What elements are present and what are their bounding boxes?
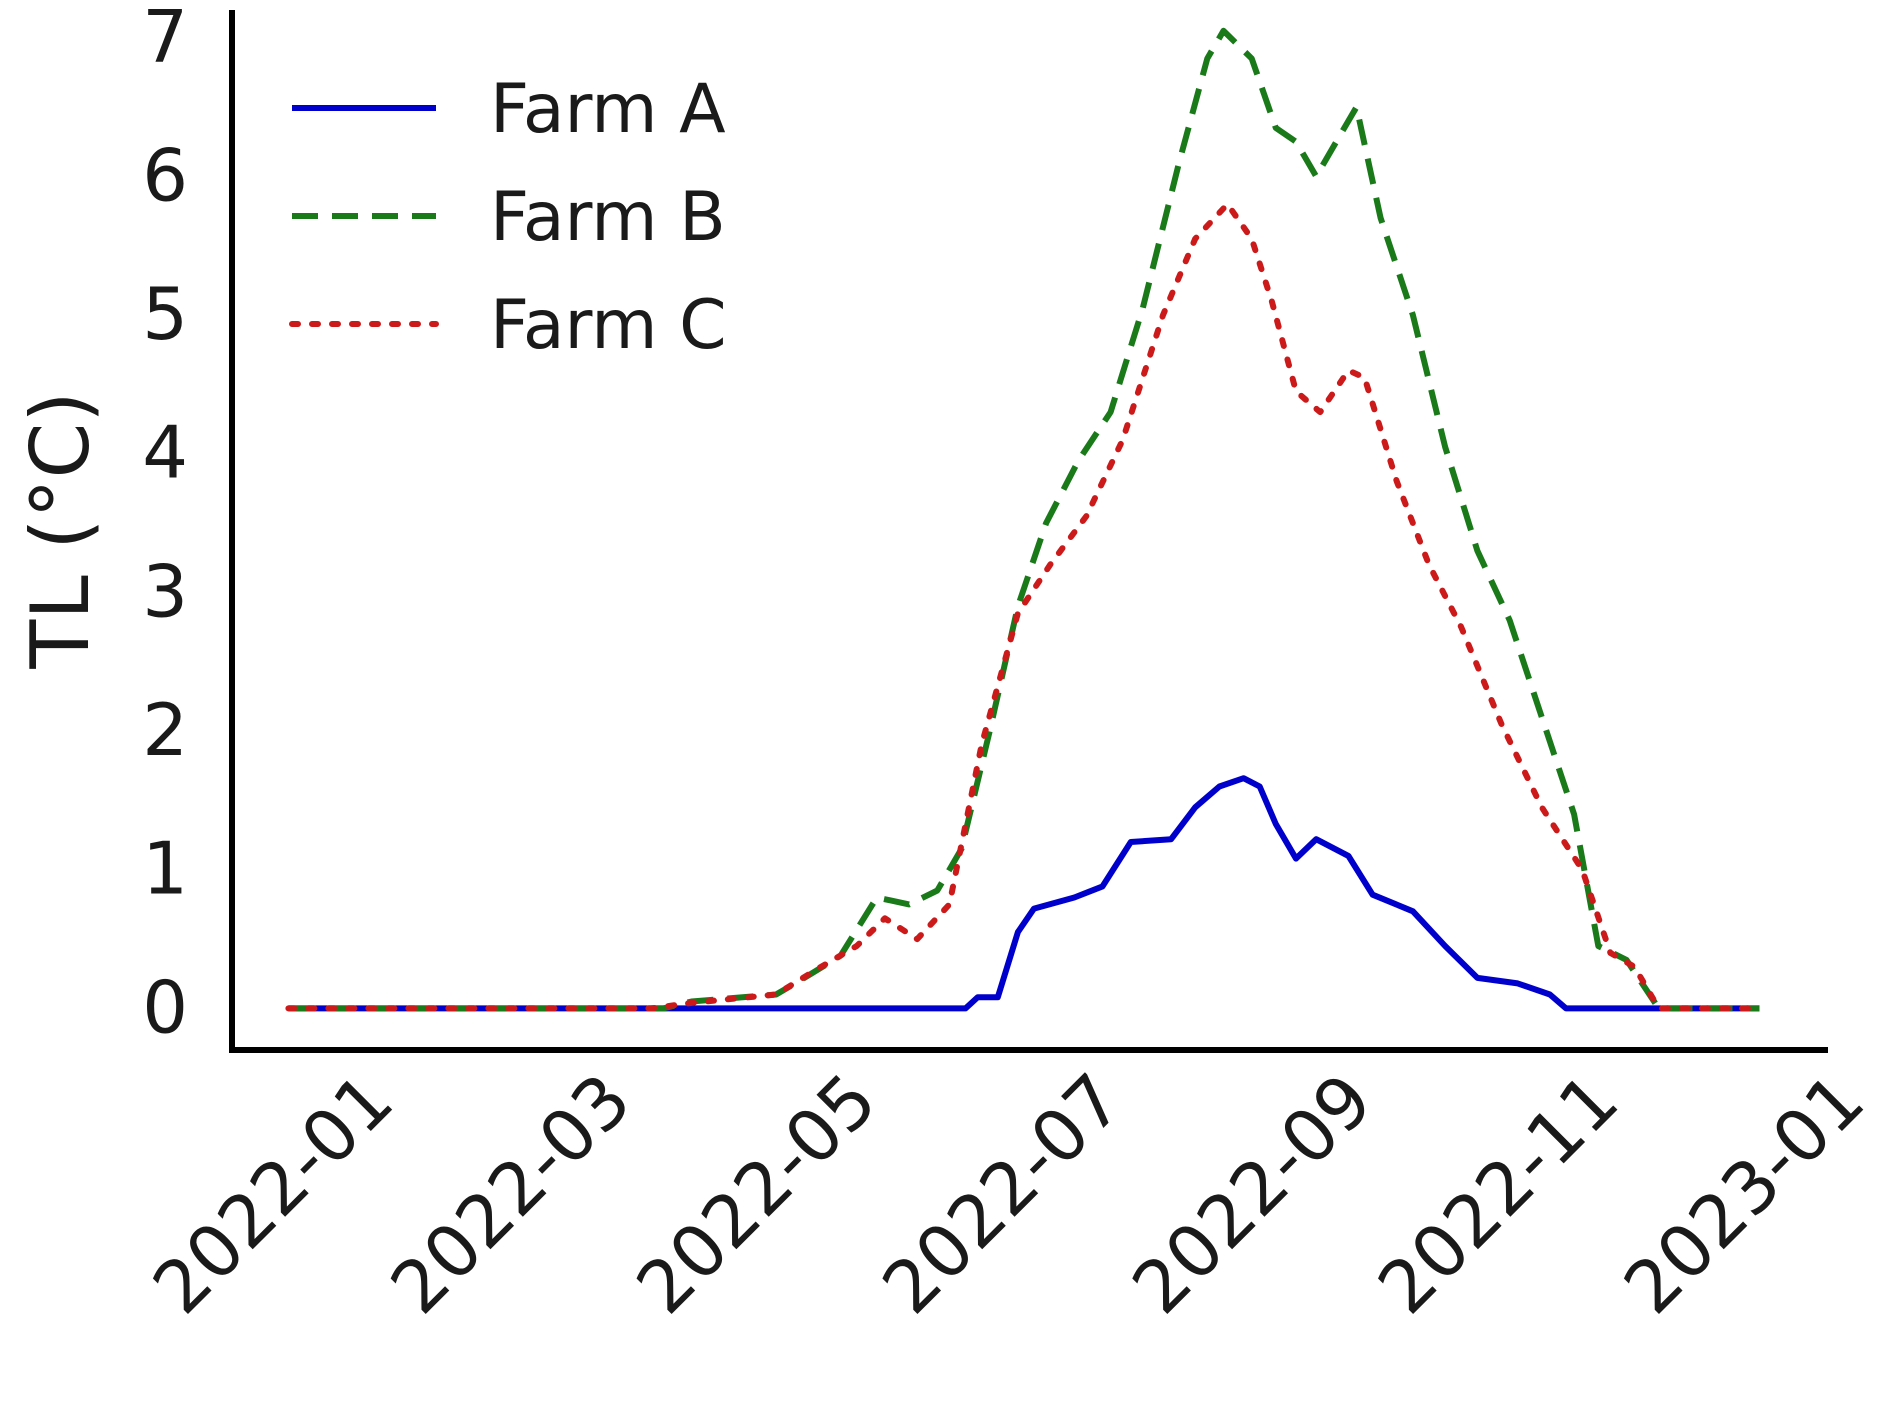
y-axis-title: TL (°C) [14,391,107,669]
x-tick-label: 2022-01 [137,1058,409,1330]
x-tick-label: 2023-01 [1608,1058,1880,1330]
x-tick-label: 2022-07 [866,1058,1138,1330]
axes-layer [229,10,1828,1053]
y-tick-label: 6 [142,133,188,217]
x-tick-label: 2022-05 [620,1058,892,1330]
y-tick-label: 1 [142,827,188,911]
x-tick-label: 2022-11 [1362,1058,1634,1330]
x-tick-label: 2022-09 [1116,1058,1388,1330]
series-line-farm-a [288,775,1760,1012]
x-tick-labels: 2022-012022-032022-052022-072022-092022-… [137,1058,1880,1330]
y-tick-labels: 0 1 2 3 4 5 6 7 [142,0,188,1049]
series-line-farm-b [288,27,1760,1012]
series-layer [285,27,1763,1012]
y-tick-label: 2 [142,688,188,772]
y-tick-label: 5 [142,272,188,356]
y-tick-label: 3 [142,549,188,633]
y-tick-label: 7 [142,0,188,79]
legend-label: Farm A [490,70,726,149]
series-line-farm-c [285,201,1763,1012]
x-tick-label: 2022-03 [375,1058,647,1330]
legend: Farm A Farm B Farm C [289,70,727,365]
legend-label: Farm C [490,286,727,365]
y-tick-label: 0 [142,965,188,1049]
legend-label: Farm B [490,178,726,257]
y-tick-label: 4 [142,411,188,495]
